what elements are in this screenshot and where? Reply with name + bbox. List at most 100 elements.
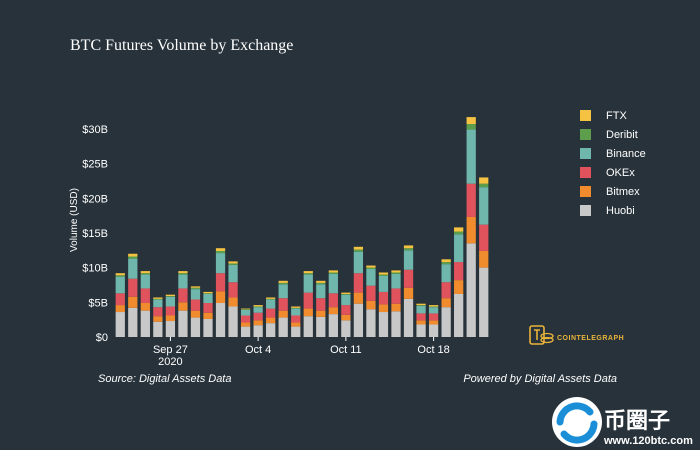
bar-segment-ftx — [165, 294, 176, 297]
bar-segment-bitmex — [140, 303, 150, 311]
bar-segment-deribit — [441, 262, 451, 265]
bar-segment-binance — [454, 234, 464, 263]
bar-segment-binance — [278, 284, 288, 299]
x-tick-label: Oct 4 — [245, 344, 271, 356]
bar-segment-okex — [466, 183, 476, 217]
cointelegraph-logo-text: COINTELEGRAPH — [557, 335, 624, 342]
bar-segment-bitmex — [153, 316, 163, 322]
bar-segment-deribit — [203, 293, 213, 294]
bar-segment-bitmex — [454, 280, 464, 294]
bars-group — [115, 117, 489, 338]
bar-segment-huobi — [366, 309, 376, 337]
bar-segment-bitmex — [428, 320, 439, 325]
bar-segment-ftx — [215, 248, 226, 251]
bar-segment-deribit — [341, 293, 351, 295]
bar-segment-binance — [328, 273, 338, 294]
bar-segment-ftx — [140, 271, 150, 274]
bar-segment-okex — [403, 269, 414, 288]
bar-segment-deribit — [303, 273, 313, 275]
bar-segment-binance — [140, 274, 150, 289]
bar-segment-okex — [140, 288, 150, 304]
bar-segment-binance — [128, 258, 138, 279]
bar-segment-huobi — [291, 326, 301, 337]
chart-title: BTC Futures Volume by Exchange — [70, 37, 293, 54]
bar-segment-huobi — [178, 310, 188, 337]
cointelegraph-coin-icon — [529, 325, 554, 345]
bar-segment-okex — [428, 313, 439, 321]
bar-segment-binance — [178, 274, 188, 289]
bar-segment-ftx — [128, 253, 138, 257]
bar-segment-huobi — [140, 310, 150, 337]
bar-segment-huobi — [454, 293, 464, 337]
bar-segment-deribit — [366, 267, 376, 270]
bar-segment-binance — [316, 284, 326, 299]
x-tick-label: Sep 27 — [153, 344, 188, 356]
watermark: 币圈子 www.120btc.com — [552, 397, 693, 447]
y-tick-label: $10B — [82, 263, 108, 275]
bar-segment-huobi — [303, 316, 313, 337]
watermark-url: www.120btc.com — [603, 435, 693, 447]
bar-segment-binance — [466, 129, 476, 184]
bar-segment-okex — [178, 288, 188, 303]
bar-segment-ftx — [328, 270, 338, 273]
bar-segment-huobi — [203, 318, 213, 337]
bar-segment-binance — [403, 250, 414, 270]
bar-segment-huobi — [253, 325, 263, 337]
bar-segment-binance — [353, 251, 364, 274]
bar-segment-bitmex — [441, 298, 451, 308]
bar-segment-huobi — [215, 303, 226, 337]
bar-segment-bitmex — [466, 216, 476, 244]
bar-segment-bitmex — [240, 322, 251, 327]
bar-segment-bitmex — [378, 304, 389, 313]
bar-segment-deribit — [266, 298, 276, 300]
bar-segment-huobi — [378, 312, 389, 337]
bar-segment-ftx — [253, 305, 263, 307]
bar-segment-bitmex — [416, 320, 426, 325]
bar-segment-bitmex — [278, 310, 288, 318]
legend-swatch-binance — [580, 148, 591, 159]
bar-segment-ftx — [240, 308, 251, 310]
bar-segment-binance — [190, 289, 201, 300]
bar-segment-okex — [153, 307, 163, 317]
legend-swatch-okex — [580, 167, 591, 178]
bar-segment-binance — [291, 308, 301, 316]
bar-segment-bitmex — [403, 287, 414, 299]
bar-segment-huobi — [441, 307, 451, 337]
bar-segment-ftx — [378, 272, 389, 275]
bar-segment-deribit — [291, 307, 301, 309]
bar-segment-huobi — [115, 312, 125, 337]
bar-segment-huobi — [266, 323, 276, 338]
bar-segment-bitmex — [328, 307, 338, 315]
bar-segment-deribit — [253, 306, 263, 308]
y-tick-label: $30B — [82, 124, 108, 136]
bar-segment-bitmex — [215, 291, 226, 303]
bar-segment-bitmex — [366, 300, 376, 310]
bar-segment-bitmex — [303, 308, 313, 317]
x-tick-label: Oct 11 — [330, 344, 362, 356]
bar-segment-ftx — [416, 303, 426, 306]
source-note: Source: Digital Assets Data — [98, 373, 231, 385]
y-axis-ticks: $0 $5B $10B $15B $20B $25B $30B — [82, 124, 108, 344]
powered-by-note: Powered by Digital Assets Data — [463, 373, 617, 385]
bar-segment-okex — [128, 278, 138, 297]
y-tick-label: $5B — [88, 297, 108, 309]
bar-segment-ftx — [366, 265, 376, 268]
bar-segment-binance — [228, 264, 238, 283]
bar-segment-huobi — [316, 316, 326, 337]
bar-segment-okex — [341, 305, 351, 315]
bar-segment-huobi — [328, 314, 338, 337]
bar-segment-deribit — [153, 298, 163, 300]
legend-swatch-bitmex — [580, 186, 591, 197]
bar-segment-deribit — [190, 287, 201, 290]
bar-segment-bitmex — [228, 297, 238, 307]
bar-segment-ftx — [266, 297, 276, 299]
bar-segment-okex — [291, 315, 301, 323]
bar-segment-okex — [328, 293, 338, 308]
bar-segment-ftx — [190, 286, 201, 288]
bar-segment-binance — [479, 187, 489, 225]
bar-segment-okex — [253, 312, 263, 321]
bar-segment-deribit — [454, 231, 464, 235]
bar-segment-ftx — [466, 117, 476, 125]
